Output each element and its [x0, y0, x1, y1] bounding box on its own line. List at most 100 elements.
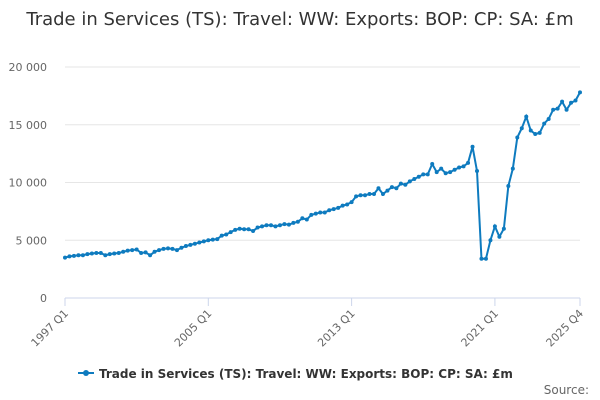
point	[67, 254, 72, 259]
point	[103, 253, 108, 258]
point	[515, 135, 520, 140]
y-tick-label: 15 000	[9, 119, 48, 132]
point	[430, 162, 435, 167]
point	[569, 100, 574, 105]
point	[107, 252, 112, 257]
point	[519, 126, 524, 131]
point	[71, 253, 76, 258]
point	[376, 186, 381, 191]
point	[416, 174, 421, 179]
point	[560, 99, 565, 104]
point	[309, 212, 314, 217]
point	[349, 200, 354, 205]
point	[148, 253, 153, 258]
point	[488, 238, 493, 243]
point	[358, 193, 363, 198]
point	[528, 128, 533, 133]
point	[63, 255, 67, 260]
point	[143, 250, 148, 255]
point	[443, 171, 448, 176]
point	[492, 224, 497, 229]
point	[483, 256, 488, 261]
point	[425, 172, 430, 177]
point	[215, 237, 220, 242]
point	[564, 107, 569, 112]
point	[246, 227, 251, 232]
point	[439, 166, 444, 171]
point	[89, 251, 94, 256]
point	[188, 242, 193, 247]
point	[506, 183, 511, 188]
point	[134, 247, 139, 252]
point	[242, 227, 247, 232]
point	[407, 179, 412, 184]
point	[555, 106, 560, 111]
point	[322, 210, 327, 215]
point	[300, 216, 305, 221]
point	[510, 166, 515, 171]
legend-marker	[83, 370, 89, 376]
point	[403, 182, 408, 187]
point	[434, 170, 439, 175]
source: Source:	[544, 383, 589, 397]
point	[533, 131, 538, 136]
y-tick-label: 5 000	[16, 234, 48, 247]
point	[201, 239, 206, 244]
point	[197, 240, 202, 245]
point	[264, 223, 269, 228]
point	[466, 160, 471, 165]
point	[98, 250, 103, 255]
point	[457, 165, 462, 170]
point	[380, 192, 385, 197]
point	[121, 249, 126, 254]
point	[219, 233, 224, 238]
point	[354, 194, 359, 199]
point	[363, 193, 368, 198]
point	[367, 192, 372, 197]
point	[452, 167, 457, 172]
point	[470, 144, 475, 149]
point	[255, 225, 260, 230]
point	[448, 170, 453, 175]
point	[192, 241, 197, 246]
point	[578, 90, 582, 95]
point	[94, 250, 99, 255]
y-tick-label: 10 000	[9, 177, 48, 190]
point	[152, 249, 157, 254]
point	[497, 234, 502, 239]
point	[318, 210, 323, 215]
x-tick-label: 2013 Q1	[315, 307, 358, 350]
point	[327, 208, 332, 213]
point	[130, 248, 135, 253]
point	[524, 114, 529, 119]
point	[551, 107, 556, 112]
x-tick-label: 2005 Q1	[172, 307, 215, 350]
point	[183, 244, 188, 249]
x-tick-label: 2025 Q4	[544, 307, 587, 350]
point	[251, 229, 256, 234]
point	[273, 224, 278, 229]
x-tick-label: 1997 Q1	[29, 307, 72, 350]
point	[260, 224, 265, 229]
point	[125, 248, 130, 253]
point	[139, 250, 144, 255]
point	[85, 252, 90, 257]
point	[542, 121, 547, 126]
point	[157, 248, 162, 253]
point	[112, 251, 117, 256]
point	[161, 246, 166, 251]
point	[345, 202, 350, 207]
point	[277, 223, 282, 228]
point	[304, 217, 309, 222]
point	[385, 188, 390, 193]
point	[421, 172, 426, 177]
point	[372, 192, 376, 197]
point	[295, 219, 300, 224]
point	[206, 238, 211, 243]
y-tick-label: 20 000	[9, 61, 48, 74]
point	[461, 164, 466, 169]
point	[174, 248, 179, 253]
point	[224, 232, 229, 237]
legend-label: Trade in Services (TS): Travel: WW: Expo…	[99, 367, 513, 381]
